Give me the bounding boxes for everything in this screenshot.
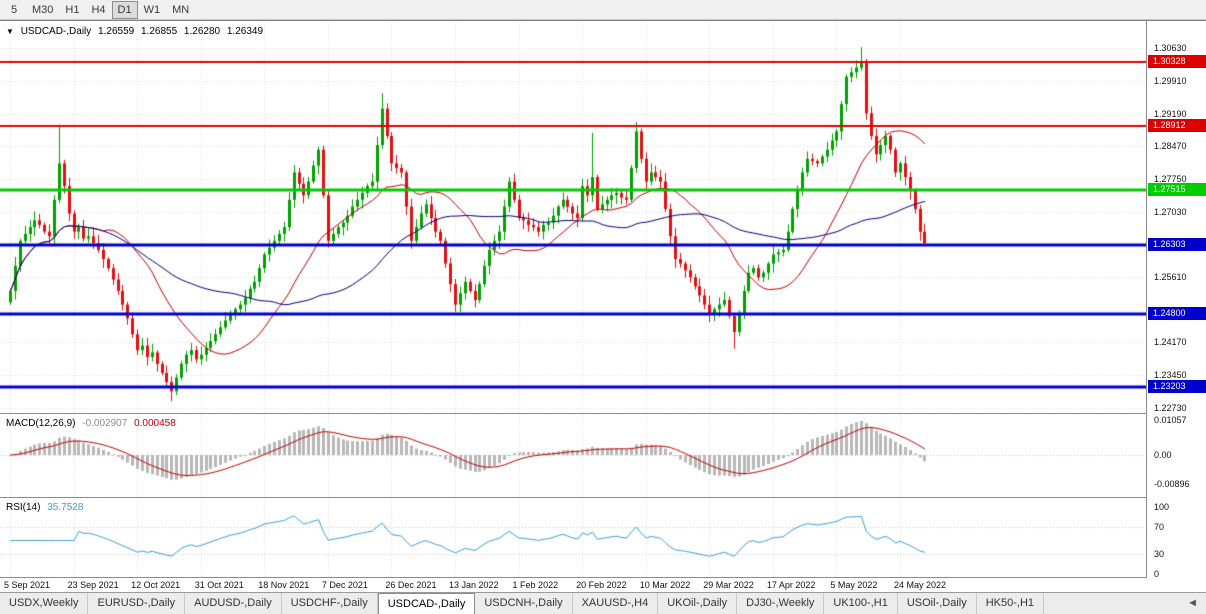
price-tick-label: 1.30630 <box>1154 43 1187 54</box>
timeframe-button-h1[interactable]: H1 <box>65 3 80 16</box>
rsi-indicator-name: RSI(14) <box>6 502 41 513</box>
timeframe-toolbar: 5 M30 H1 H4 D1 W1 MN <box>0 0 1206 20</box>
chart-tabs: USDX,Weekly EURUSD-,Daily AUDUSD-,Daily USD… <box>0 593 1045 614</box>
macd-main-value: -0.002907 <box>82 418 128 429</box>
price-level-badge: 1.28912 <box>1148 119 1206 133</box>
price-tick-label: 1.23450 <box>1154 370 1187 381</box>
price-tick-label: 1.22730 <box>1154 403 1187 414</box>
macd-axis-label: -0.00896 <box>1154 479 1190 490</box>
timeframe-button-h4[interactable]: H4 <box>91 3 106 16</box>
ohlc-close: 1.26349 <box>226 26 264 37</box>
price-tick-label: 1.24170 <box>1154 337 1187 348</box>
chart-tab-usdx-weekly[interactable]: USDX,Weekly <box>0 593 89 614</box>
price-tick-label: 1.29190 <box>1154 108 1187 119</box>
price-tick-label: 1.28470 <box>1154 141 1187 152</box>
pane-separator[interactable] <box>0 497 1206 498</box>
chart-tab-audusd-daily[interactable]: AUDUSD-,Daily <box>185 593 282 614</box>
timeframe-button-mn[interactable]: MN <box>172 3 190 16</box>
tab-scroll-left-button[interactable]: ◄ <box>1187 597 1198 609</box>
date-label: 1 Feb 2022 <box>512 580 559 590</box>
date-label: 31 Oct 2021 <box>194 580 244 590</box>
pane-separator[interactable] <box>0 577 1206 578</box>
macd-axis-label: 0.00 <box>1154 450 1172 460</box>
date-label: 10 Mar 2022 <box>639 580 691 590</box>
rsi-axis-label: 30 <box>1154 548 1165 559</box>
rsi-value: 35.7528 <box>47 502 84 513</box>
macd-title: MACD(12,26,9) -0.002907 0.000458 <box>6 418 180 429</box>
price-tick-label: 1.27030 <box>1154 207 1187 218</box>
date-label: 20 Feb 2022 <box>576 580 627 590</box>
price-chart-canvas[interactable] <box>0 21 1146 577</box>
chart-tab-bar: USDX,Weekly EURUSD-,Daily AUDUSD-,Daily USD… <box>0 592 1206 614</box>
ohlc-high: 1.26855 <box>140 26 178 37</box>
price-level-badge: 1.26303 <box>1148 238 1206 252</box>
macd-signal-value: 0.000458 <box>134 418 176 429</box>
date-label: 29 Mar 2022 <box>703 580 754 590</box>
date-label: 24 May 2022 <box>893 580 947 590</box>
ohlc-open: 1.26559 <box>98 26 135 37</box>
date-label: 18 Nov 2021 <box>258 580 310 590</box>
timeframe-button-5[interactable]: 5 <box>10 3 18 16</box>
chart-tab-ukoil-daily[interactable]: UKOil-,Daily <box>658 593 738 614</box>
price-tick-label: 1.27750 <box>1154 174 1187 185</box>
rsi-axis-label: 0 <box>1154 569 1160 579</box>
date-label: 26 Dec 2021 <box>385 580 437 590</box>
macd-indicator-name: MACD(12,26,9) <box>6 418 76 429</box>
date-label: 7 Dec 2021 <box>321 580 368 590</box>
timeframe-button-d1[interactable]: D1 <box>111 0 138 19</box>
chart-tab-usdcnh-daily[interactable]: USDCNH-,Daily <box>475 593 573 614</box>
pane-separator[interactable] <box>0 413 1206 414</box>
date-label: 13 Jan 2022 <box>448 580 499 590</box>
rsi-axis-label: 70 <box>1154 522 1165 533</box>
date-label: 12 Oct 2021 <box>131 580 181 590</box>
chart-tab-usoil-daily[interactable]: USOil-,Daily <box>898 593 977 614</box>
price-level-badge: 1.30328 <box>1148 54 1206 68</box>
chart-tab-xauusd-h4[interactable]: XAUUSD-,H4 <box>573 593 659 614</box>
price-level-badge: 1.23203 <box>1148 379 1206 393</box>
price-tick-label: 1.29910 <box>1154 75 1187 86</box>
chart-tab-usdcad-daily[interactable]: USDCAD-,Daily <box>377 593 476 614</box>
chart-tab-usdchf-daily[interactable]: USDCHF-,Daily <box>282 593 378 614</box>
date-label: 23 Sep 2021 <box>67 580 119 590</box>
time-axis[interactable]: 5 Sep 2021 23 Sep 2021 12 Oct 2021 31 Oct 2… <box>0 578 1146 593</box>
timeframe-button-m30[interactable]: M30 <box>32 3 54 16</box>
price-level-badge: 1.24800 <box>1148 306 1206 320</box>
rsi-title: RSI(14) 35.7528 <box>6 502 87 513</box>
price-axis[interactable]: 1.30630 1.29910 1.29190 1.28470 1.27750 1.270… <box>1146 21 1206 579</box>
ohlc-low: 1.26280 <box>183 26 221 37</box>
macd-axis-label: 0.01057 <box>1154 415 1187 426</box>
date-label: 5 May 2022 <box>830 580 878 590</box>
rsi-axis-label: 100 <box>1154 502 1170 512</box>
chart-tab-hk50-h1[interactable]: HK50-,H1 <box>977 593 1045 614</box>
price-level-badge: 1.27515 <box>1148 183 1206 196</box>
chart-tab-eurusd-daily[interactable]: EURUSD-,Daily <box>88 593 186 614</box>
symbol-dropdown-icon[interactable]: ▼ <box>6 27 14 36</box>
chart-window: ▼ USDCAD-,Daily 1.26559 1.26855 1.26280 … <box>0 20 1206 592</box>
date-label: 5 Sep 2021 <box>4 580 51 590</box>
date-label: 17 Apr 2022 <box>766 580 816 590</box>
chart-tab-dj30-weekly[interactable]: DJ30-,Weekly <box>737 593 825 614</box>
chart-title: ▼ USDCAD-,Daily 1.26559 1.26855 1.26280 … <box>6 26 267 37</box>
chart-tab-uk100-h1[interactable]: UK100-,H1 <box>824 593 898 614</box>
price-tick-label: 1.25610 <box>1154 271 1187 282</box>
chart-symbol-label: USDCAD-,Daily <box>20 26 92 37</box>
timeframe-button-w1[interactable]: W1 <box>143 3 161 16</box>
